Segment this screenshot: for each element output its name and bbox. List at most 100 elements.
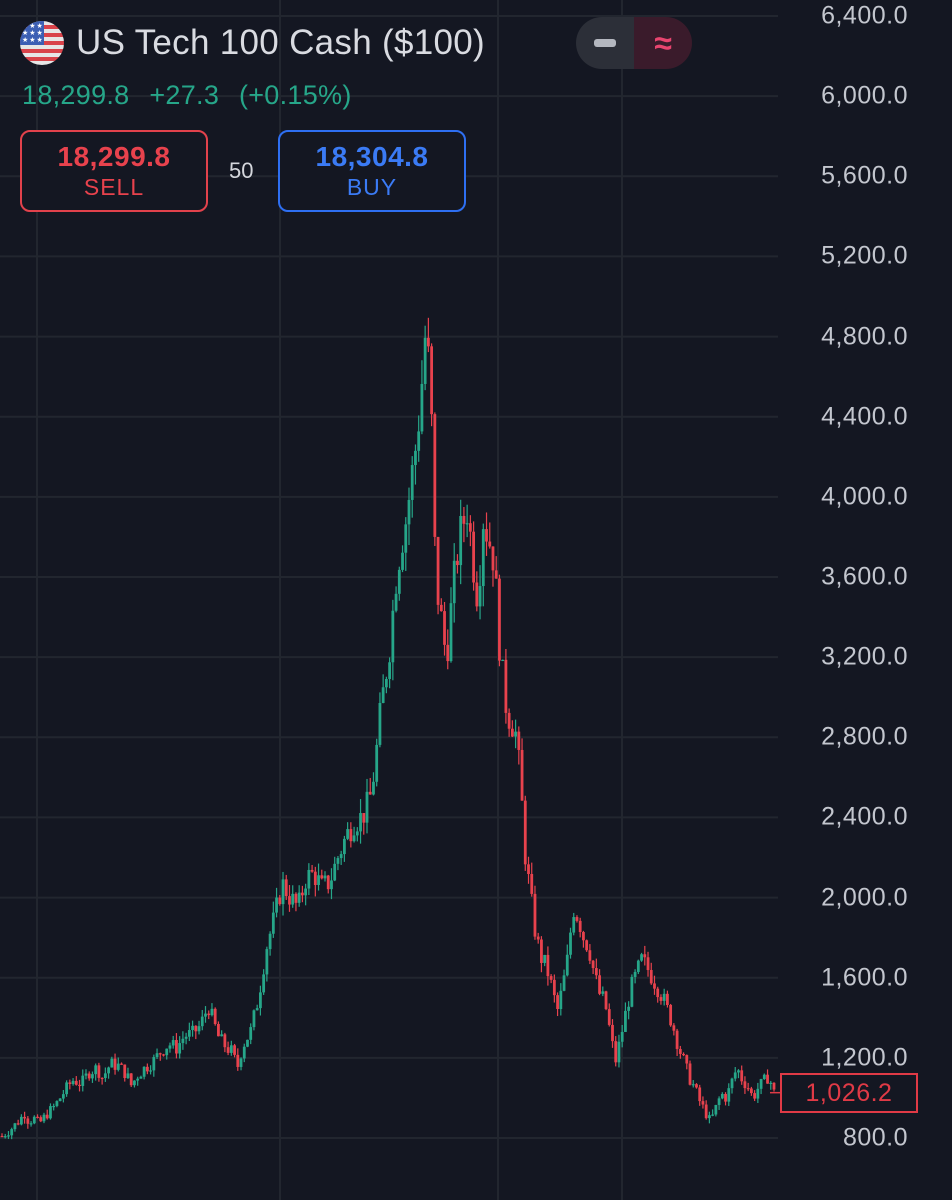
candle-up	[91, 1074, 94, 1079]
candle-up	[133, 1080, 136, 1086]
instrument-title: US Tech 100 Cash ($100)	[76, 23, 485, 62]
candle-down	[36, 1116, 39, 1118]
candle-down	[685, 1055, 689, 1064]
buy-button[interactable]: 18,304.8 BUY	[278, 130, 466, 212]
candle-up	[352, 835, 356, 842]
candle-up	[359, 813, 362, 832]
y-tick-label: 4,800.0	[821, 322, 908, 351]
candle-up	[304, 888, 308, 896]
candle-down	[666, 993, 669, 1005]
candle-up	[346, 829, 350, 839]
candle-up	[417, 431, 421, 451]
candle-up	[84, 1073, 88, 1076]
candle-up	[61, 1094, 65, 1099]
candle-down	[491, 546, 495, 571]
candle-down	[217, 1024, 220, 1037]
candle-down	[682, 1053, 685, 1056]
candle-up	[336, 858, 340, 864]
candle-down	[443, 611, 446, 645]
candle-down	[643, 954, 647, 958]
candle-down	[439, 604, 443, 612]
candle-down	[436, 536, 440, 605]
candle-up	[569, 932, 572, 955]
candle-down	[740, 1070, 744, 1082]
candle-up	[691, 1084, 695, 1086]
candle-down	[498, 578, 501, 661]
candle-down	[120, 1063, 123, 1065]
candle-down	[326, 875, 330, 890]
candle-down	[39, 1117, 43, 1122]
sell-button[interactable]: 18,299.8 SELL	[20, 130, 208, 212]
candle-down	[659, 997, 663, 1001]
candle-up	[178, 1043, 182, 1054]
candle-down	[575, 917, 579, 921]
candle-down	[520, 749, 524, 801]
candle-down	[301, 892, 304, 896]
candle-down	[646, 957, 650, 971]
candle-up	[762, 1074, 766, 1080]
candle-up	[204, 1013, 207, 1017]
candle-up	[3, 1136, 7, 1138]
candle-down	[582, 932, 585, 941]
candle-down	[462, 515, 466, 524]
candle-up	[246, 1039, 249, 1047]
candle-up	[65, 1082, 69, 1095]
minus-button[interactable]	[576, 17, 634, 69]
candle-down	[433, 414, 437, 537]
candle-up	[126, 1073, 130, 1079]
candle-up	[171, 1040, 175, 1046]
candle-down	[320, 875, 324, 879]
candle-down	[523, 800, 527, 865]
price-change: +27.3	[149, 80, 220, 110]
candle-up	[478, 586, 482, 607]
candle-up	[378, 703, 382, 745]
candle-up	[297, 892, 301, 903]
candle-down	[97, 1065, 101, 1078]
y-tick-label: 4,400.0	[821, 402, 908, 431]
candle-up	[94, 1065, 98, 1075]
candle-down	[87, 1073, 91, 1079]
candle-down	[607, 1009, 611, 1025]
approx-button[interactable]: ≈	[634, 17, 692, 69]
chart-mode-toggle[interactable]: ≈	[576, 17, 692, 69]
candle-up	[81, 1075, 85, 1086]
candle-up	[323, 875, 327, 879]
candle-up	[543, 954, 547, 963]
candle-down	[546, 954, 550, 977]
candle-down	[611, 1024, 614, 1042]
candle-down	[614, 1041, 618, 1063]
candle-down	[194, 1025, 198, 1032]
candle-up	[330, 880, 333, 890]
candle-down	[233, 1045, 236, 1055]
candle-down	[656, 988, 660, 998]
candle-up	[107, 1067, 110, 1074]
candle-down	[704, 1104, 708, 1119]
candle-up	[191, 1025, 194, 1031]
y-tick-label: 3,600.0	[821, 562, 908, 591]
candle-down	[517, 731, 521, 750]
candle-up	[410, 465, 414, 500]
candle-up	[640, 954, 643, 961]
candle-up	[239, 1058, 243, 1067]
candle-down	[510, 728, 514, 737]
buy-price: 18,304.8	[315, 141, 429, 172]
candle-down	[74, 1080, 78, 1085]
quote-summary: 18,299.8 +27.3 (+0.15%)	[22, 80, 364, 111]
candle-down	[746, 1088, 750, 1090]
y-tick-label: 1,600.0	[821, 963, 908, 992]
candle-down	[527, 864, 530, 874]
candle-down	[284, 879, 288, 897]
candle-up	[116, 1063, 120, 1070]
candle-down	[145, 1066, 149, 1072]
candle-down	[556, 995, 559, 1010]
candle-up	[200, 1016, 204, 1027]
y-tick-label: 1,200.0	[821, 1043, 908, 1072]
candle-up	[139, 1076, 143, 1079]
candle-up	[333, 863, 337, 881]
candle-up	[449, 603, 453, 662]
candle-up	[759, 1079, 763, 1089]
candle-up	[730, 1078, 734, 1089]
last-price-tag: 1,026.2	[780, 1073, 918, 1113]
